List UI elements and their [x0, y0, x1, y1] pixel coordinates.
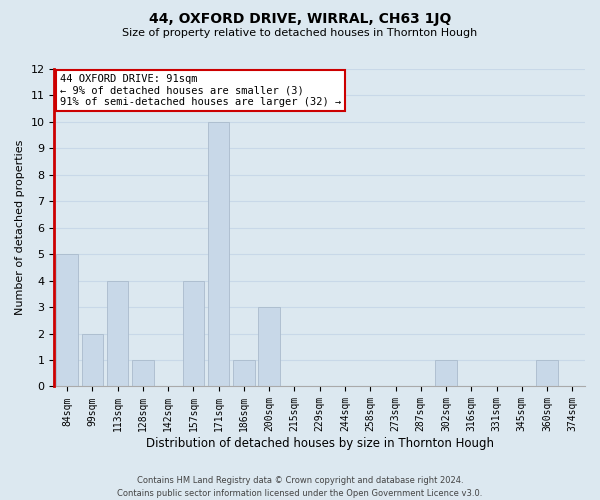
Text: 44, OXFORD DRIVE, WIRRAL, CH63 1JQ: 44, OXFORD DRIVE, WIRRAL, CH63 1JQ [149, 12, 451, 26]
Text: 44 OXFORD DRIVE: 91sqm
← 9% of detached houses are smaller (3)
91% of semi-detac: 44 OXFORD DRIVE: 91sqm ← 9% of detached … [60, 74, 341, 107]
Y-axis label: Number of detached properties: Number of detached properties [15, 140, 25, 316]
Bar [536, 360, 558, 386]
Bar [435, 360, 457, 386]
Bar [107, 280, 128, 386]
Text: Size of property relative to detached houses in Thornton Hough: Size of property relative to detached ho… [122, 28, 478, 38]
Bar [56, 254, 78, 386]
Bar [82, 334, 103, 386]
Bar [132, 360, 154, 386]
Bar [182, 280, 204, 386]
Bar [233, 360, 254, 386]
Bar [208, 122, 229, 386]
Bar [259, 307, 280, 386]
X-axis label: Distribution of detached houses by size in Thornton Hough: Distribution of detached houses by size … [146, 437, 494, 450]
Text: Contains HM Land Registry data © Crown copyright and database right 2024.
Contai: Contains HM Land Registry data © Crown c… [118, 476, 482, 498]
